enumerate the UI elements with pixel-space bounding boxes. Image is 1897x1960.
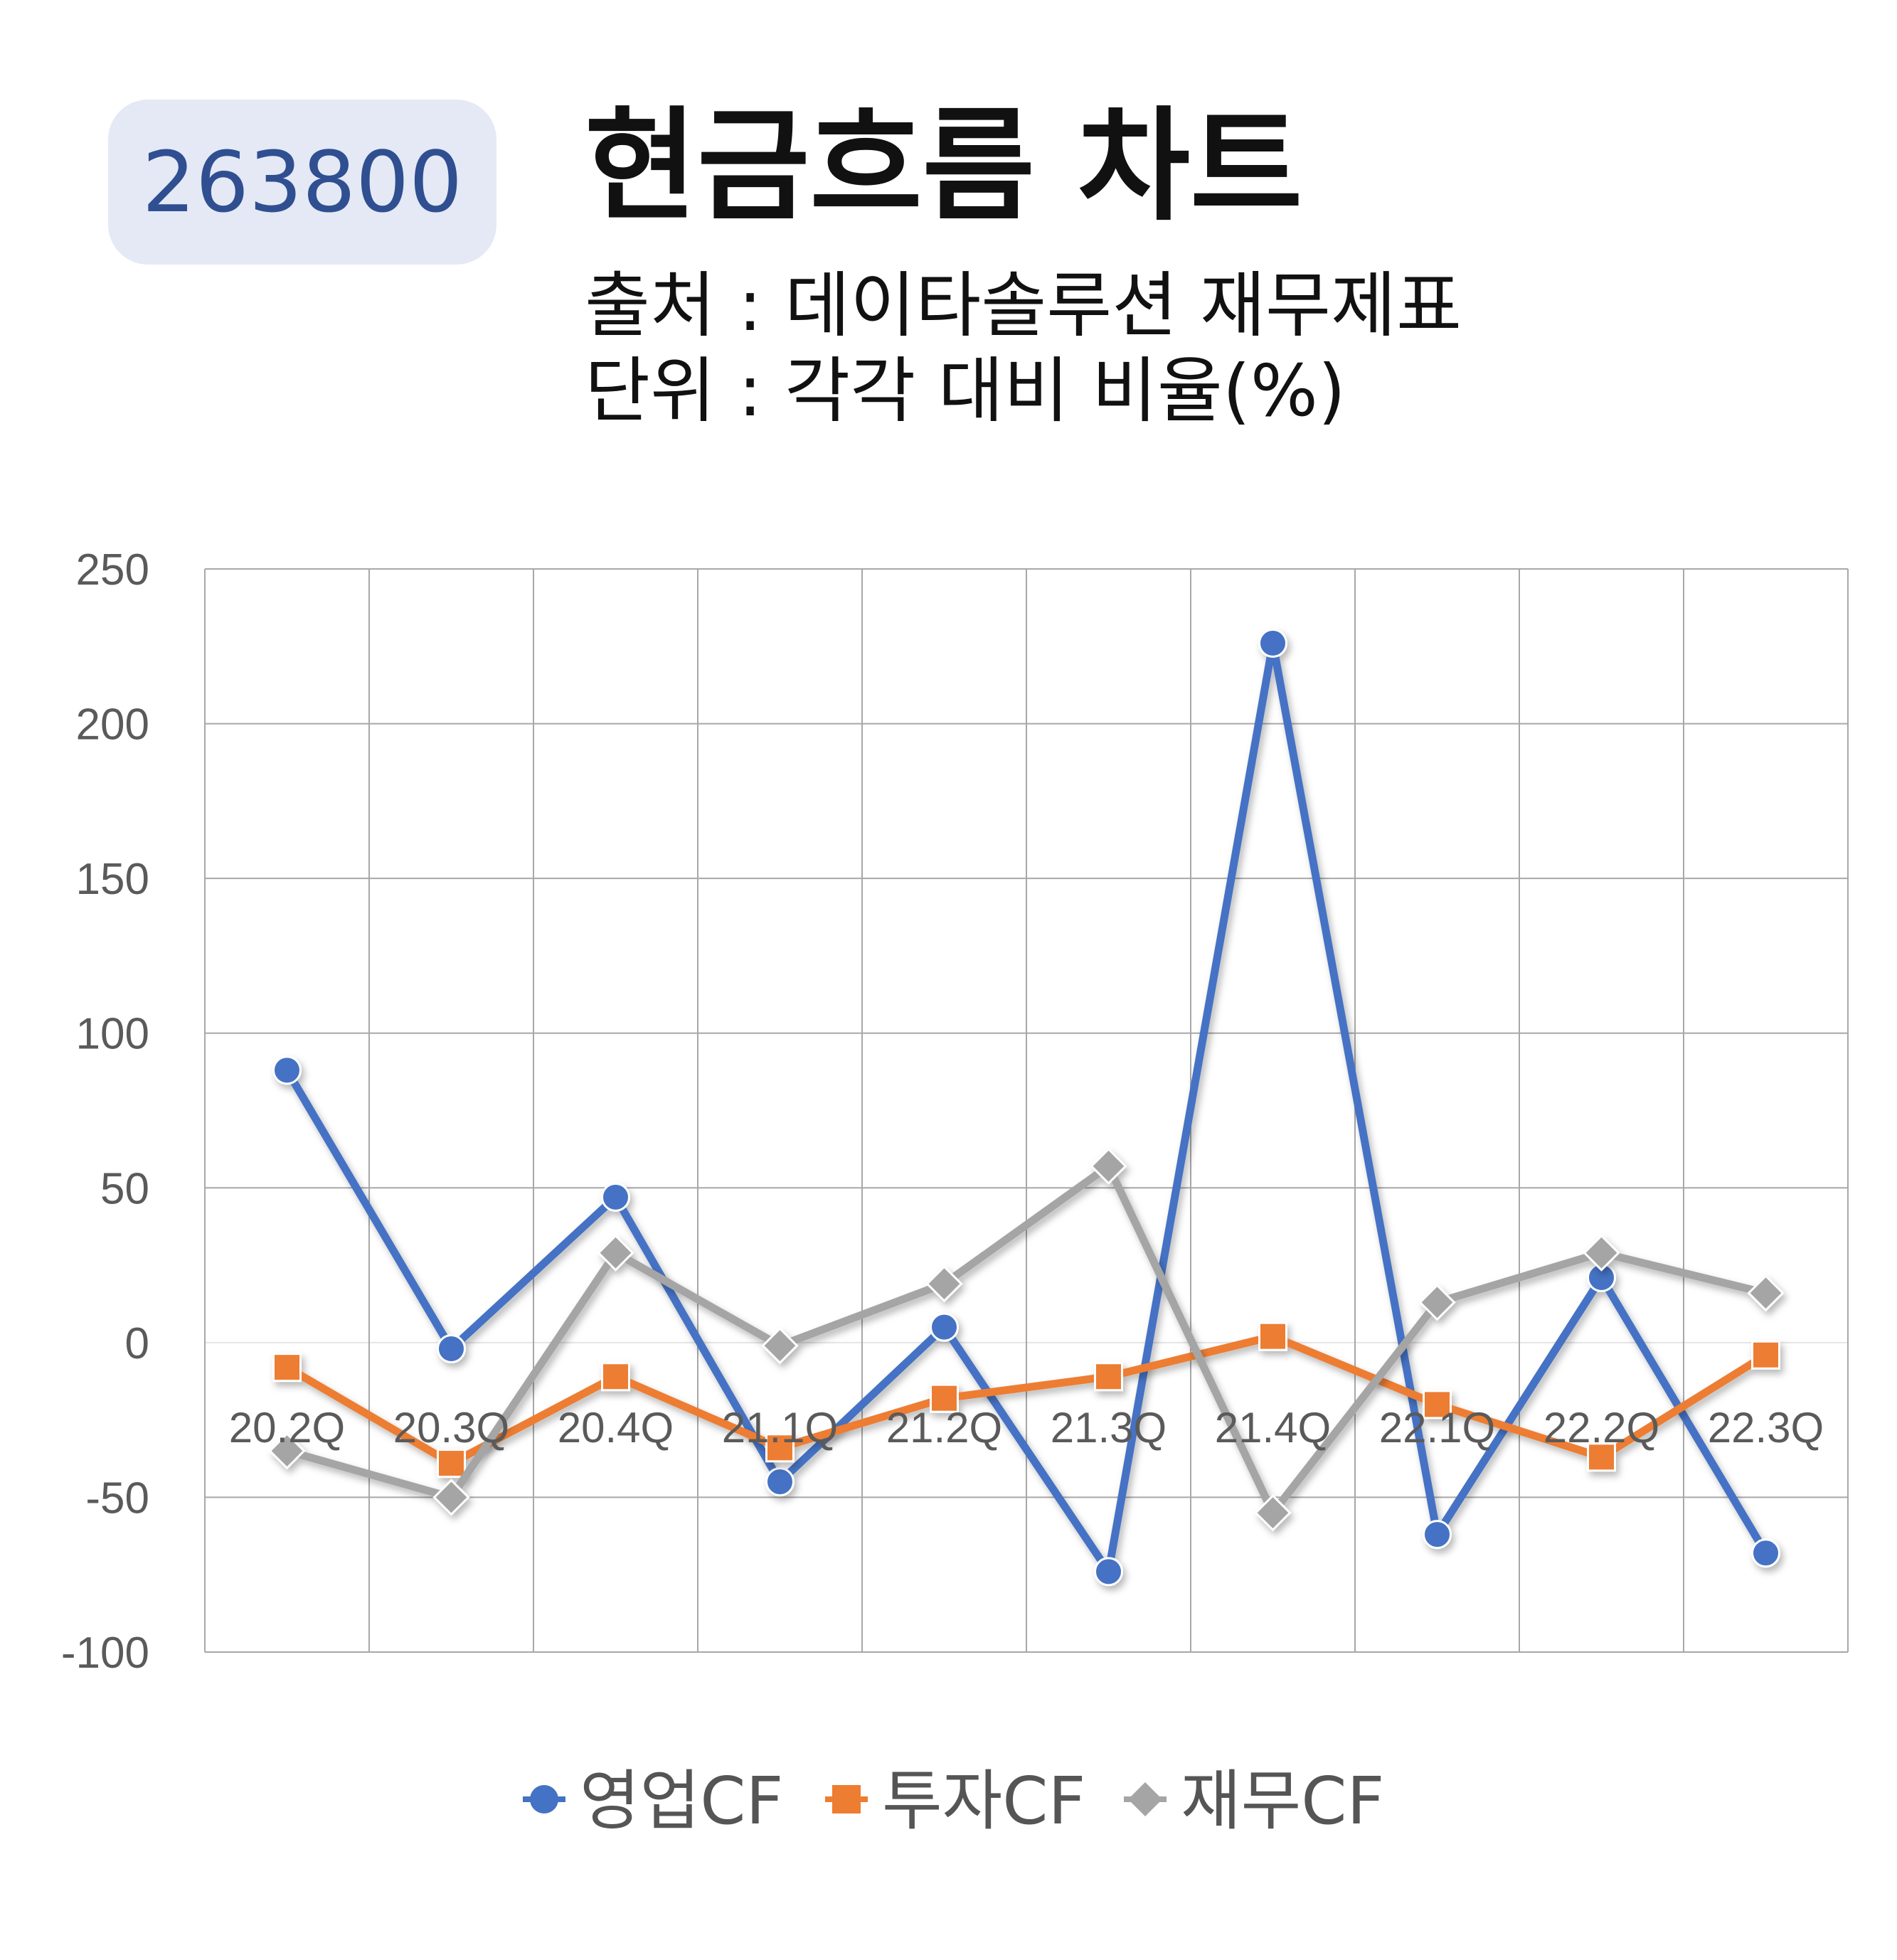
stock-code: 263800 (142, 133, 463, 231)
chart-title: 현금흐름 차트 (585, 95, 1303, 238)
data-point (432, 1479, 470, 1516)
series-line (283, 639, 1770, 1576)
data-point (925, 1265, 963, 1303)
data-point (601, 1182, 630, 1212)
x-tick-label: 20.4Q (558, 1404, 674, 1452)
data-point (1258, 628, 1287, 658)
x-tick-label: 21.1Q (722, 1404, 838, 1452)
legend-marker (832, 1785, 861, 1813)
y-tick-label: 100 (76, 1010, 149, 1059)
data-point (1094, 1557, 1123, 1587)
data-point (437, 1334, 466, 1364)
legend-marker (530, 1785, 558, 1813)
legend-item-3: 재무CF (1124, 1763, 1384, 1839)
series-3 (268, 1147, 1785, 1532)
data-point (1094, 1362, 1123, 1392)
y-tick-label: 0 (125, 1319, 149, 1368)
stock-code-badge: 263800 (108, 100, 496, 265)
data-point (272, 1055, 302, 1085)
data-point (1418, 1284, 1456, 1321)
data-point (1423, 1390, 1452, 1420)
data-point (1583, 1234, 1620, 1272)
legend-label: 투자CF (882, 1763, 1085, 1839)
x-tick-label: 22.2Q (1543, 1404, 1659, 1452)
data-point (1254, 1494, 1292, 1532)
legend-label: 영업CF (580, 1763, 783, 1839)
data-point (765, 1433, 795, 1463)
legend-label: 재무CF (1181, 1763, 1384, 1839)
legend-marker (1128, 1782, 1162, 1816)
grid (204, 568, 1849, 1653)
y-tick-label: 200 (76, 701, 149, 750)
data-point (1587, 1442, 1616, 1472)
source-text: 출처 : 데이타솔루션 재무제표 (585, 264, 1462, 347)
legend-item-2: 투자CF (825, 1763, 1085, 1839)
x-tick-label: 20.2Q (229, 1404, 345, 1452)
data-point (930, 1312, 959, 1342)
unit-text: 단위 : 각각 대비 비율(%) (585, 349, 1346, 432)
y-tick-label: 50 (100, 1164, 149, 1213)
series-line (283, 1162, 1770, 1517)
x-tick-label: 22.1Q (1379, 1404, 1495, 1452)
data-point (437, 1449, 466, 1479)
data-point (1090, 1147, 1127, 1185)
data-point (930, 1383, 959, 1413)
data-point (765, 1467, 795, 1497)
x-tick-label: 22.3Q (1708, 1404, 1824, 1452)
x-axis-ticks: 20.2Q 20.3Q 20.4Q 21.1Q 21.2Q 21.3Q 21.4Q 22.1Q… (229, 1404, 1824, 1452)
data-point (597, 1234, 634, 1272)
legend-item-1: 영업CF (523, 1763, 783, 1839)
y-tick-label: 150 (76, 855, 149, 904)
data-point (601, 1362, 630, 1392)
data-point (1747, 1274, 1785, 1312)
data-point (761, 1327, 799, 1365)
series-1 (272, 628, 1780, 1587)
data-point (1751, 1340, 1780, 1370)
y-tick-label: -50 (85, 1474, 149, 1523)
series-lines (268, 628, 1785, 1587)
series-2 (272, 1321, 1780, 1479)
y-tick-label: 250 (76, 545, 149, 595)
data-point (1423, 1520, 1452, 1550)
data-point (1258, 1321, 1287, 1351)
legend: 영업CF 투자CF 재무CF (523, 1763, 1384, 1839)
x-tick-label: 21.2Q (886, 1404, 1002, 1452)
data-point (272, 1353, 302, 1383)
x-tick-label: 21.4Q (1215, 1404, 1331, 1452)
data-point (268, 1432, 306, 1470)
y-axis-ticks: -100 -50 0 50 100 150 200 250 (61, 545, 149, 1678)
y-tick-label: -100 (61, 1629, 149, 1678)
data-point (1751, 1538, 1780, 1568)
x-tick-label: 21.3Q (1051, 1404, 1167, 1452)
x-tick-label: 20.3Q (393, 1404, 509, 1452)
series-line (283, 1332, 1770, 1468)
